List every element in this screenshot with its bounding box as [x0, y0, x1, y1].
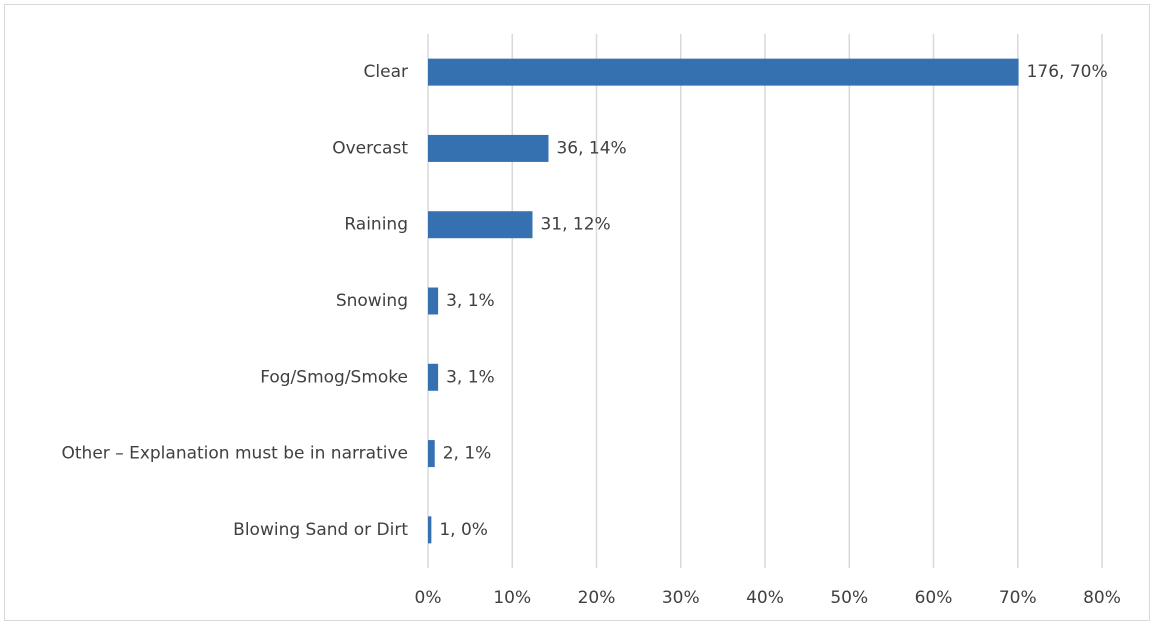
y-tick-label: Snowing: [336, 291, 408, 311]
x-tick-label: 70%: [999, 588, 1037, 608]
data-label: 3, 1%: [446, 367, 495, 387]
bar: [428, 58, 1019, 86]
bar: [428, 134, 549, 162]
bar: [428, 363, 439, 391]
y-tick-label: Other – Explanation must be in narrative: [62, 444, 408, 464]
y-tick-label: Clear: [364, 62, 408, 82]
data-label: 2, 1%: [443, 444, 492, 464]
data-label: 176, 70%: [1027, 62, 1108, 82]
bar: [428, 516, 432, 544]
data-label: 31, 12%: [540, 215, 610, 235]
x-tick-label: 40%: [746, 588, 784, 608]
x-tick-label: 80%: [1083, 588, 1121, 608]
x-tick-label: 10%: [493, 588, 531, 608]
data-label: 36, 14%: [556, 138, 626, 158]
y-tick-label: Fog/Smog/Smoke: [260, 367, 408, 387]
y-tick-label: Overcast: [332, 138, 408, 158]
y-tick-label: Blowing Sand or Dirt: [233, 520, 408, 540]
x-tick-label: 0%: [415, 588, 442, 608]
bar: [428, 440, 435, 468]
chart-border: [4, 4, 1150, 621]
x-tick-label: 20%: [578, 588, 616, 608]
bar: [428, 211, 533, 239]
x-tick-label: 30%: [662, 588, 700, 608]
x-tick-label: 50%: [830, 588, 868, 608]
data-label: 1, 0%: [439, 520, 488, 540]
data-label: 3, 1%: [446, 291, 495, 311]
x-tick-label: 60%: [915, 588, 953, 608]
bar: [428, 287, 439, 315]
y-tick-label: Raining: [344, 215, 408, 235]
